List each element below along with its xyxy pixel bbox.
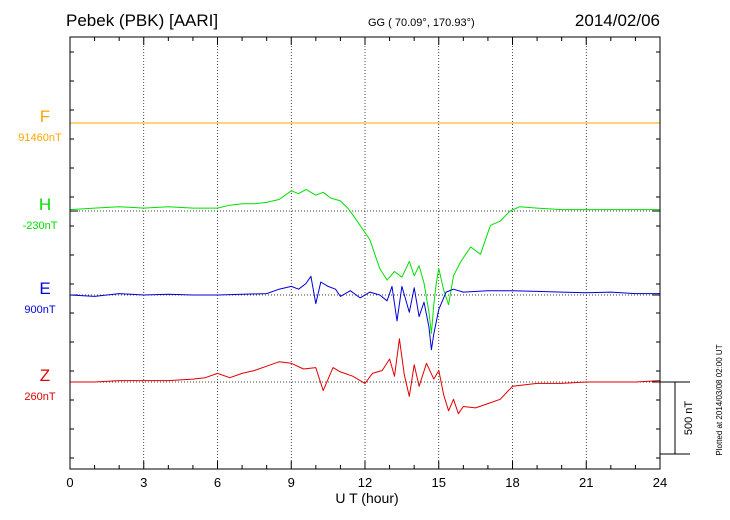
x-tick-label: 21 [579,475,593,490]
series-baseline-h: -230nT [23,220,58,232]
x-tick-label: 0 [66,475,73,490]
trace-group [69,122,661,415]
station-title: Pebek (PBK) [AARI] [66,11,218,30]
series-name-f: F [40,107,50,126]
series-name-e: E [39,279,50,298]
grid-lines [70,37,660,469]
x-tick-label: 12 [358,475,372,490]
series-baseline-e: 900nT [24,304,55,316]
x-tick-label: 9 [288,475,295,490]
series-baseline-f: 91460nT [18,132,62,144]
series-labels: F 91460nT H -230nT E 900nT Z 260nT [18,107,62,403]
geographic-coords: GG ( 70.09°, 170.93°) [368,17,475,29]
series-h-trace [69,188,660,334]
series-e-trace [69,275,660,351]
x-tick-label: 24 [653,475,667,490]
plotted-timestamp: Plotted at 2014/03/08 02:00 UT [715,344,724,455]
x-axis-label: U T (hour) [335,490,398,506]
x-tick-label: 15 [432,475,446,490]
x-tick-label: 18 [505,475,519,490]
scale-bar: 500 nT [660,381,695,455]
x-tick-label: 3 [140,475,147,490]
series-z-trace [70,338,661,415]
x-tick-label: 6 [214,475,221,490]
date-label: 2014/02/06 [575,11,660,30]
scale-bar-label: 500 nT [683,401,695,436]
x-tick-labels: 0 3 6 9 12 15 18 21 24 [66,475,667,490]
series-name-h: H [39,195,51,214]
series-baseline-z: 260nT [24,391,55,403]
series-name-z: Z [40,366,50,385]
plot-frame [69,36,661,470]
